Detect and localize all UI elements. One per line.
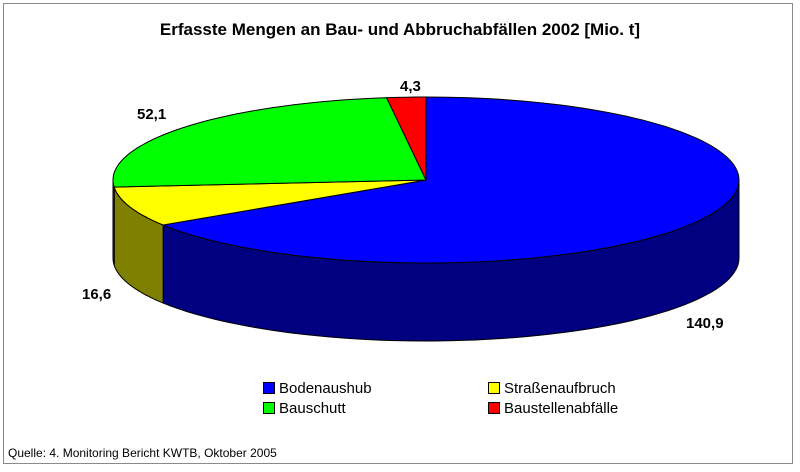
pie-slice-baustellenabfaelle [385, 96, 427, 181]
data-label-baustellenabfaelle: 4,3 [400, 78, 421, 95]
pie-side-bauschutt [112, 180, 115, 266]
legend-label: Bodenaushub [279, 380, 372, 397]
legend-item-bodenaushub: Bodenaushub [263, 380, 372, 397]
legend-item-bauschutt: Bauschutt [263, 400, 346, 417]
pie-slice-bauschutt [112, 97, 427, 188]
legend-swatch [488, 382, 500, 394]
pie-slice-bodenaushub [161, 96, 740, 264]
chart-title: Erfasste Mengen an Bau- und Abbruchabfäl… [159, 20, 641, 39]
legend-swatch [488, 402, 500, 414]
pie-slice-strassenaufbruch [113, 179, 427, 226]
source-note: Quelle: 4. Monitoring Bericht KWTB, Okto… [8, 446, 277, 460]
data-label-bauschutt: 52,1 [137, 106, 167, 123]
legend-label: Straßenaufbruch [504, 380, 616, 397]
legend-label: Baustellenabfälle [504, 400, 619, 417]
legend-swatch [263, 402, 275, 414]
legend-item-baustellenabfaelle: Baustellenabfälle [488, 400, 618, 417]
data-label-bodenaushub: 140,9 [686, 315, 724, 332]
legend-swatch [263, 382, 275, 394]
data-label-strassenaufbruch: 16,6 [82, 286, 112, 303]
chart-frame [3, 3, 793, 464]
legend-label: Bauschutt [279, 400, 346, 417]
legend-item-strassenaufbruch: Straßenaufbruch [488, 380, 616, 397]
